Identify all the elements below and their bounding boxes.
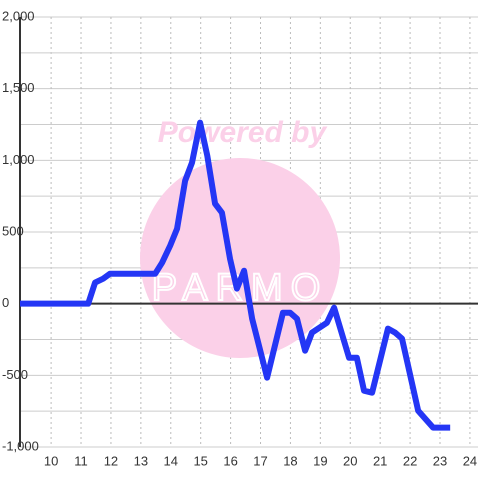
x-tick-label: 18 [283,453,297,468]
watermark-text: Powered by [158,116,328,149]
y-tick-label: 500 [2,223,24,238]
x-tick-label: 15 [193,453,207,468]
x-tick-label: 19 [313,453,327,468]
x-tick-label: 20 [343,453,357,468]
y-tick-label: 0 [2,295,9,310]
watermark-circle [140,158,340,358]
x-tick-label: 10 [44,453,58,468]
x-tick-label: 12 [104,453,118,468]
data-line [20,119,451,431]
x-tick-label: 16 [223,453,237,468]
x-tick-label: 23 [433,453,447,468]
x-tick-label: 11 [74,453,88,468]
y-tick-label: 2,000 [2,8,35,23]
y-tick-label: 1,500 [2,80,35,95]
y-tick-label: 1,000 [2,152,35,167]
x-tick-label: 17 [253,453,267,468]
x-tick-label: 21 [373,453,387,468]
x-tick-label: 14 [164,453,178,468]
x-tick-label: 24 [463,453,477,468]
x-tick-label: 22 [403,453,417,468]
x-tick-label: 13 [134,453,148,468]
y-tick-label: -500 [2,367,28,382]
